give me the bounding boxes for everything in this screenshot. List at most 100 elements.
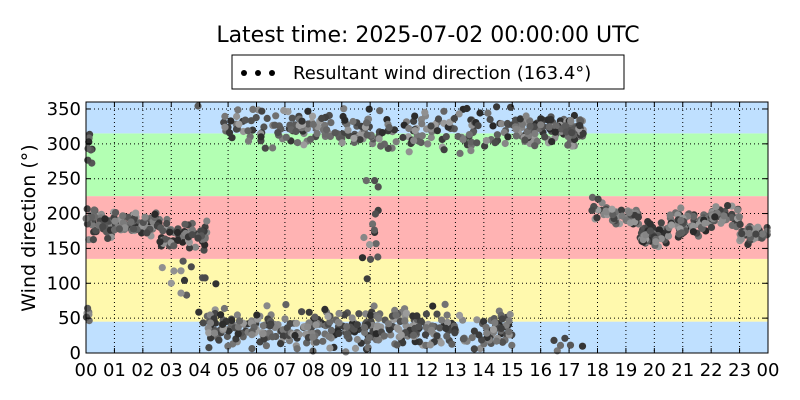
data-point bbox=[292, 127, 300, 136]
data-point bbox=[288, 114, 296, 122]
data-point bbox=[203, 217, 211, 225]
data-point bbox=[735, 213, 744, 221]
data-point bbox=[342, 348, 350, 356]
data-point bbox=[463, 104, 471, 113]
data-point bbox=[474, 122, 482, 130]
data-point bbox=[281, 315, 289, 323]
y-axis-label: Wind direction (°) bbox=[18, 144, 40, 311]
data-point bbox=[442, 324, 450, 332]
data-point bbox=[326, 344, 334, 352]
data-point bbox=[467, 138, 475, 146]
data-point bbox=[656, 226, 664, 234]
data-point bbox=[294, 139, 302, 147]
data-point bbox=[351, 344, 360, 352]
data-point bbox=[293, 345, 301, 353]
data-point bbox=[426, 341, 434, 349]
data-point bbox=[609, 211, 617, 219]
data-point bbox=[652, 238, 660, 246]
data-point bbox=[335, 329, 343, 337]
data-point bbox=[233, 112, 241, 121]
x-tick-label: 04 bbox=[188, 360, 211, 381]
data-point bbox=[272, 112, 280, 120]
x-tick-label: 17 bbox=[558, 360, 581, 381]
legend-box bbox=[231, 54, 625, 90]
x-tick-label: 00 bbox=[75, 360, 98, 381]
data-point bbox=[258, 107, 266, 115]
data-point bbox=[205, 329, 213, 337]
data-point bbox=[234, 330, 242, 338]
data-point bbox=[374, 253, 382, 261]
data-point bbox=[443, 318, 452, 326]
data-point bbox=[205, 344, 213, 352]
data-point bbox=[115, 225, 123, 233]
data-point bbox=[88, 213, 96, 221]
x-tick-label: 20 bbox=[643, 360, 666, 381]
data-point bbox=[268, 333, 277, 341]
data-point bbox=[486, 115, 494, 124]
data-point bbox=[291, 331, 299, 340]
x-tick-label: 09 bbox=[330, 360, 353, 381]
data-point bbox=[244, 137, 253, 145]
data-point bbox=[84, 156, 92, 164]
data-point bbox=[362, 177, 370, 185]
data-point bbox=[309, 120, 317, 128]
data-point bbox=[369, 220, 377, 228]
data-point bbox=[269, 144, 277, 152]
data-point bbox=[455, 110, 463, 118]
x-tick-label: 08 bbox=[302, 360, 325, 381]
y-tick-label: 200 bbox=[47, 204, 81, 225]
data-point bbox=[602, 208, 611, 216]
legend-marker-dot bbox=[255, 70, 261, 76]
data-point bbox=[473, 139, 481, 147]
data-point bbox=[374, 183, 382, 191]
x-tick-label: 03 bbox=[160, 360, 183, 381]
data-point bbox=[374, 336, 383, 344]
legend-label: Resultant wind direction (163.4°) bbox=[293, 63, 591, 84]
data-point bbox=[248, 331, 256, 339]
data-point bbox=[440, 107, 448, 115]
data-point bbox=[311, 313, 319, 321]
data-point bbox=[410, 331, 418, 339]
data-point bbox=[556, 341, 565, 349]
data-point bbox=[279, 332, 287, 340]
data-point bbox=[561, 334, 569, 342]
data-point bbox=[552, 122, 560, 130]
y-axis-ticks: 0 50 100 150 200 250 300 350 bbox=[47, 99, 768, 364]
data-point bbox=[433, 127, 441, 135]
data-point bbox=[418, 120, 426, 128]
data-point bbox=[724, 202, 732, 210]
data-point bbox=[393, 324, 401, 332]
x-tick-label: 06 bbox=[245, 360, 268, 381]
data-point bbox=[224, 342, 232, 350]
data-point bbox=[411, 112, 419, 120]
data-point bbox=[547, 116, 555, 124]
data-point bbox=[170, 267, 178, 275]
data-point bbox=[465, 131, 473, 139]
data-point bbox=[187, 263, 195, 271]
data-point bbox=[566, 341, 575, 349]
data-point bbox=[734, 206, 742, 214]
data-point bbox=[468, 334, 476, 342]
data-point bbox=[459, 135, 467, 143]
data-point bbox=[499, 338, 507, 346]
y-tick-label: 150 bbox=[47, 238, 81, 259]
data-point bbox=[689, 212, 698, 220]
data-point bbox=[537, 121, 545, 129]
data-point bbox=[512, 132, 520, 140]
y-tick-label: 50 bbox=[58, 308, 81, 329]
data-point bbox=[181, 220, 189, 228]
data-point bbox=[617, 206, 626, 214]
data-point bbox=[675, 230, 683, 238]
data-point bbox=[130, 225, 138, 233]
x-tick-label: 00 bbox=[757, 360, 780, 381]
data-point bbox=[355, 310, 363, 318]
data-point bbox=[313, 130, 321, 138]
data-point bbox=[625, 209, 633, 217]
y-tick-label: 100 bbox=[47, 273, 81, 294]
data-point bbox=[340, 311, 348, 319]
data-point bbox=[550, 336, 558, 344]
data-point bbox=[421, 331, 430, 339]
data-point bbox=[579, 129, 587, 137]
data-point bbox=[282, 301, 290, 309]
data-point bbox=[484, 109, 492, 117]
